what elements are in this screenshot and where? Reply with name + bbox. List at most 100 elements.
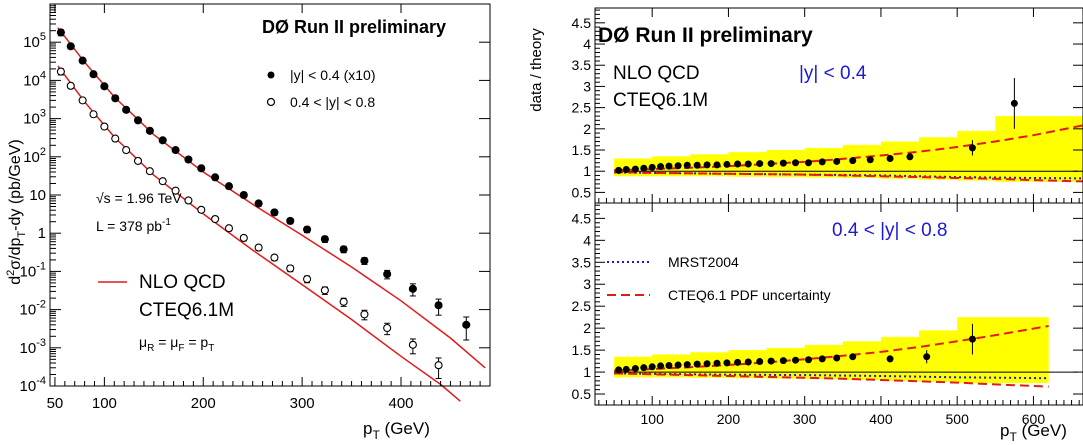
ratio-point	[674, 162, 682, 170]
point-forward	[303, 275, 312, 284]
point-central	[133, 116, 143, 125]
point-forward	[339, 297, 348, 306]
point-forward	[434, 361, 443, 370]
ratio-point	[657, 362, 665, 370]
ratio-chart-forward: 0.5 1 1.5 2 2.5 3 3.5 4 4.5 100 200 300 400 500 600 0.…	[572, 202, 1083, 444]
ratio-annotation-nlo: NLO QCD	[613, 63, 700, 84]
point-forward	[211, 214, 220, 224]
ratio-point	[723, 359, 731, 367]
ratio-point	[734, 160, 742, 168]
point-forward	[56, 67, 65, 76]
ratio-point	[744, 358, 752, 366]
point-central	[360, 256, 369, 265]
ratio-point	[631, 165, 639, 173]
point-forward	[254, 243, 263, 252]
ratio-y-tick-label: 0.5	[572, 184, 592, 200]
ratio-y-tick-label: 2.5	[572, 298, 592, 314]
point-central	[66, 42, 75, 51]
ratio-x-tick-label: 600	[1022, 411, 1046, 427]
legend-mrst-label: MRST2004	[668, 254, 739, 270]
point-forward	[66, 81, 75, 90]
ratio-central-points	[615, 77, 1018, 174]
point-central	[197, 164, 206, 173]
legend-label-central: |y| < 0.4 (x10)	[290, 67, 375, 83]
point-forward	[239, 233, 248, 243]
ratio-y-tick-label: 4	[583, 36, 591, 52]
ratio-central-pdf-lines	[614, 124, 1083, 183]
right-y-axis-label: data / theory	[528, 28, 545, 112]
left-x-tick-label: 400	[388, 395, 413, 412]
point-forward	[133, 156, 143, 165]
ratio-point	[805, 356, 812, 364]
ratio-point	[906, 153, 914, 161]
ratio-point	[640, 164, 648, 172]
point-central	[270, 208, 279, 217]
ratio-point	[779, 159, 787, 167]
ratio-point	[734, 358, 742, 366]
point-central	[78, 56, 87, 65]
legend-pdf-label: CTEQ6.1 PDF uncertainty	[668, 287, 831, 303]
ratio-y-tick-label: 4.5	[572, 210, 592, 226]
uncertainty-bin	[919, 137, 958, 180]
left-y-tick-label: 103	[23, 108, 46, 128]
point-central	[383, 270, 392, 279]
ratio-point	[640, 364, 648, 372]
point-forward	[408, 340, 417, 349]
point-forward	[360, 310, 369, 319]
left-x-tick-label: 50	[47, 395, 64, 412]
ratio-point	[866, 156, 874, 164]
left-y-tick-label: 105	[23, 31, 46, 51]
ratio-point	[723, 160, 731, 168]
point-forward	[100, 122, 109, 131]
left-x-tick-label: 200	[191, 395, 216, 412]
annotation-scale: μR = μF = pT	[139, 334, 214, 354]
ratio-point	[622, 365, 630, 373]
ratio-chart-central: 0.5 1 1.5 2 2.5 3 3.5 4 4.5 DØ Run II preliminar…	[572, 7, 1083, 204]
ratio-point	[968, 335, 976, 343]
mrst2004-line	[614, 372, 1049, 380]
ratio-point	[767, 160, 775, 168]
ratio-y-tick-label: 1	[583, 364, 591, 380]
point-central	[89, 70, 98, 79]
point-forward	[383, 323, 392, 333]
point-forward	[145, 167, 154, 176]
ratio-point	[886, 355, 894, 363]
point-forward	[122, 146, 131, 155]
point-central	[239, 190, 248, 200]
ratio-point	[792, 159, 800, 167]
ratio-point	[648, 163, 656, 171]
ratio-y-tick-label: 0.5	[572, 386, 592, 402]
point-central	[111, 94, 120, 103]
point-central	[339, 245, 348, 254]
point-forward	[320, 286, 329, 295]
left-y-tick-label: 102	[23, 146, 46, 166]
left-y-tick-label: 10-1	[20, 260, 46, 280]
ratio-y-tick-label: 2	[583, 121, 591, 137]
left-y-tick-label: 10	[29, 187, 46, 204]
ratio-point	[923, 353, 931, 361]
ratio-point	[683, 161, 691, 169]
uncertainty-bin	[842, 144, 881, 178]
ratio-x-tick-label: 200	[717, 411, 741, 427]
uncertainty-bin	[957, 130, 996, 181]
right-x-axis-label: pT (GeV)	[1000, 421, 1067, 444]
point-central	[254, 199, 263, 208]
ratio-point	[779, 357, 787, 365]
ratio-point	[833, 354, 841, 362]
ratio-point	[674, 361, 682, 369]
ratio-annotation-region-forward: 0.4 < |y| < 0.8	[832, 220, 948, 241]
point-forward	[171, 186, 180, 195]
point-central	[303, 225, 312, 234]
ratio-point	[756, 358, 764, 366]
ratio-point	[665, 162, 673, 170]
ratio-point	[615, 166, 623, 174]
point-forward	[286, 264, 295, 273]
ratio-point	[792, 356, 800, 364]
ratio-point	[744, 160, 752, 168]
ratio-point	[886, 154, 894, 162]
ratio-y-tick-label: 3	[583, 276, 591, 292]
ratio-y-tick-label: 3	[583, 78, 591, 94]
point-central	[224, 182, 234, 191]
ratio-point	[657, 163, 665, 171]
